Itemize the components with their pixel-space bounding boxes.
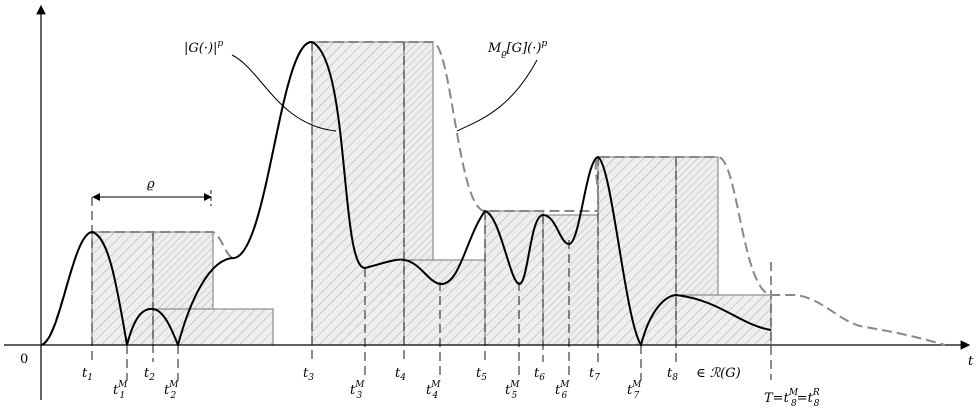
hatched-boxes: [91, 41, 772, 346]
tick-label-6: tM 3: [350, 380, 365, 401]
tick-label-7: t4: [395, 366, 406, 383]
maximal-curve-label: Mϱ[G](·)p: [487, 39, 547, 59]
final-time-label: T=tM 8=tR 8: [764, 388, 820, 409]
tick-label-1: t1: [82, 366, 93, 383]
tick-label-11: t6: [534, 366, 545, 383]
tick-label-15: t8: [667, 366, 678, 383]
tick-label-10: tM 5: [505, 380, 520, 401]
tick-label-12: tM 6: [555, 380, 570, 401]
rho-interval: ϱ: [92, 177, 212, 206]
origin-label: 0: [20, 352, 28, 367]
g-power-curve: [40, 40, 772, 349]
tick-label-9: t5: [476, 366, 487, 383]
tick-label-13: t7: [589, 366, 600, 383]
tick-label-3: t2: [144, 366, 155, 383]
tick-label-4: tM 2: [164, 380, 179, 401]
tick-label-5: t3: [303, 366, 314, 383]
tick-label-8: tM 4: [426, 380, 441, 401]
tick-label-14: tM 7: [627, 380, 642, 401]
tick-labels: t1 tM 1 t2 tM 2 t3 tM 3 t4 tM 4 t5 tM 5 t6 tM 6 t7 tM 7 t8: [82, 366, 678, 401]
rho-label: ϱ: [147, 177, 155, 192]
g-curve-label: |G(·)|p: [184, 39, 223, 56]
t8-membership-label: ∈ ℛ(G): [696, 366, 741, 381]
curve-annotations: |G(·)|p Mϱ[G](·)p: [184, 39, 547, 132]
tick-label-2: tM 1: [113, 380, 128, 401]
axis-t-label: t: [968, 354, 974, 369]
maximal-function-curve: [40, 40, 946, 346]
axes: [4, 4, 971, 400]
